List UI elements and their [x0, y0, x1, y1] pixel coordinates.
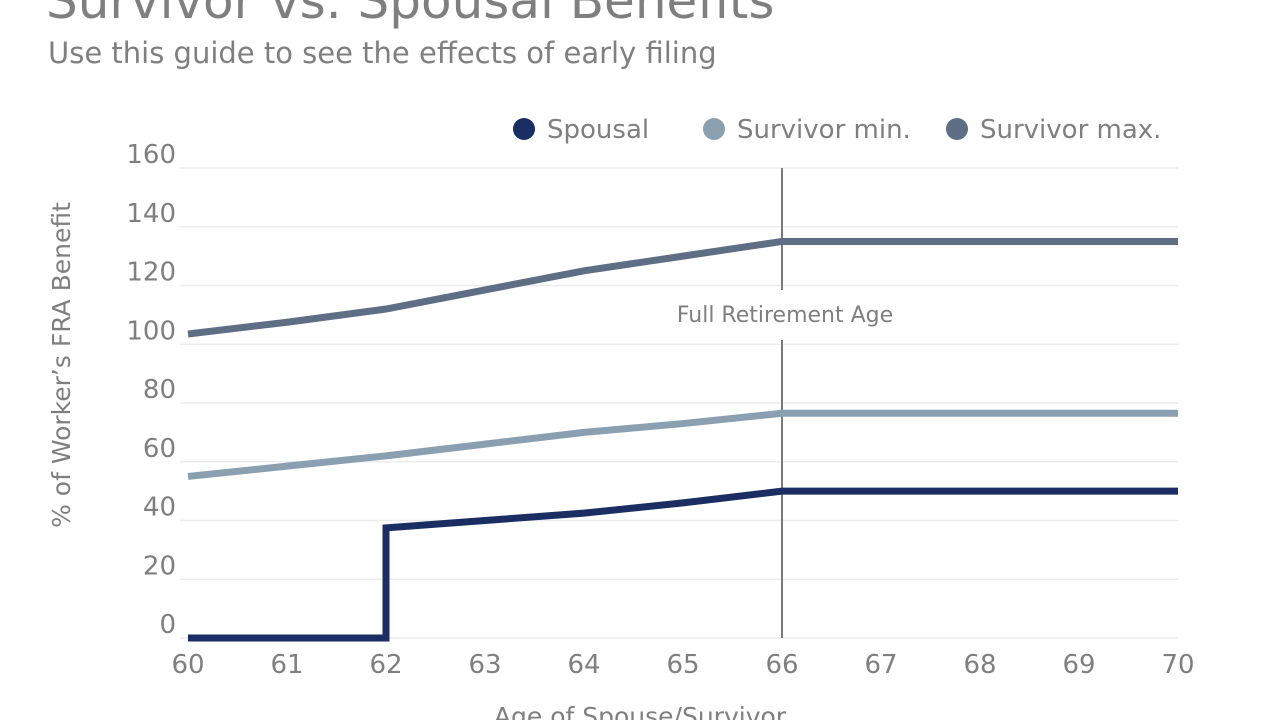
legend-marker	[703, 118, 725, 140]
x-tick-label: 62	[369, 650, 402, 680]
x-tick-label: 68	[963, 650, 996, 680]
x-tick-label: 65	[666, 650, 699, 680]
y-tick-label: 100	[126, 316, 176, 346]
series-line-survivor-max	[187, 237, 1178, 338]
x-tick-label: 61	[270, 650, 303, 680]
y-tick-labels: 0 20 40 60 80 100 120 140 160	[126, 140, 176, 640]
y-tick-label: 80	[143, 375, 176, 405]
y-tick-label: 160	[126, 140, 176, 170]
x-tick-labels: 60 61 62 63 64 65 66 67 68 69 70	[171, 650, 1194, 680]
gridlines	[180, 167, 1178, 639]
y-tick-label: 60	[143, 434, 176, 464]
legend-label: Survivor min.	[737, 115, 911, 145]
y-tick-label: 20	[143, 551, 176, 581]
x-tick-label: 69	[1062, 650, 1095, 680]
x-axis-label: Age of Spouse/Survivor	[494, 702, 787, 720]
legend-label: Spousal	[547, 115, 649, 145]
chart-title: Survivor vs. Spousal Benefits	[46, 0, 775, 30]
y-axis-label: % of Worker’s FRA Benefit	[47, 202, 76, 528]
x-tick-label: 64	[567, 650, 600, 680]
chart-subtitle: Use this guide to see the effects of ear…	[48, 36, 717, 70]
x-tick-label: 60	[171, 650, 204, 680]
fra-label: Full Retirement Age	[677, 303, 893, 328]
legend-marker	[513, 118, 535, 140]
series-line-spousal	[188, 487, 1178, 642]
y-tick-label: 120	[126, 258, 176, 288]
legend-marker	[946, 118, 968, 140]
legend-label: Survivor max.	[980, 115, 1161, 145]
series-line-survivor-min	[187, 409, 1178, 480]
y-tick-label: 0	[159, 610, 176, 640]
series-lines	[187, 237, 1178, 642]
x-tick-label: 67	[864, 650, 897, 680]
y-tick-label: 140	[126, 199, 176, 229]
y-tick-label: 40	[143, 493, 176, 523]
x-tick-label: 63	[468, 650, 501, 680]
x-tick-label: 66	[765, 650, 798, 680]
x-tick-label: 70	[1161, 650, 1194, 680]
legend: Spousal Survivor min. Survivor max.	[513, 115, 1161, 145]
